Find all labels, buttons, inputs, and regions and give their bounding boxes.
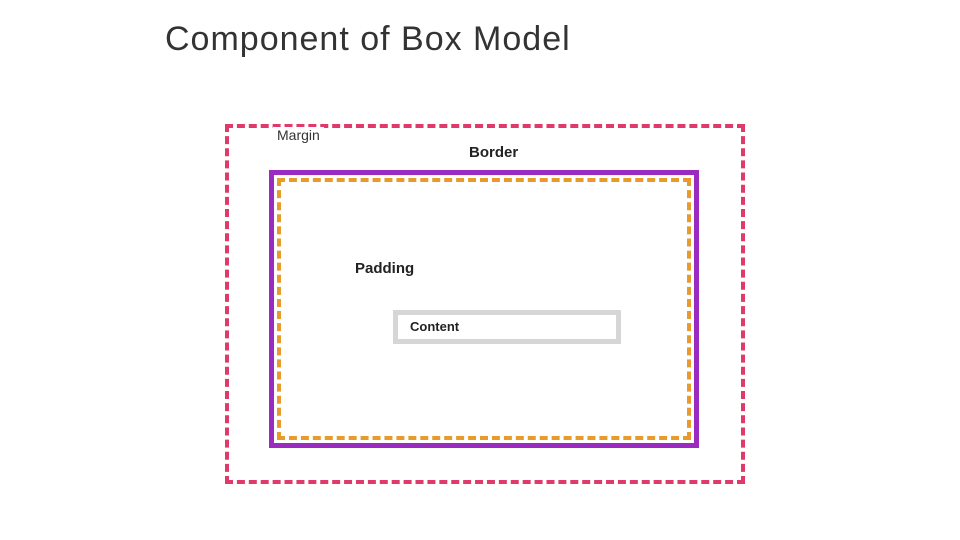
padding-label: Padding [351,260,418,277]
border-label: Border [469,144,518,161]
padding-layer: Padding Content [277,178,691,440]
content-layer: Content [393,310,621,344]
page-title: Component of Box Model [165,20,571,59]
margin-layer: Margin Border Padding Content [225,124,745,484]
margin-label: Margin [273,127,324,143]
border-layer: Padding Content [269,170,699,448]
content-label: Content [410,319,459,334]
